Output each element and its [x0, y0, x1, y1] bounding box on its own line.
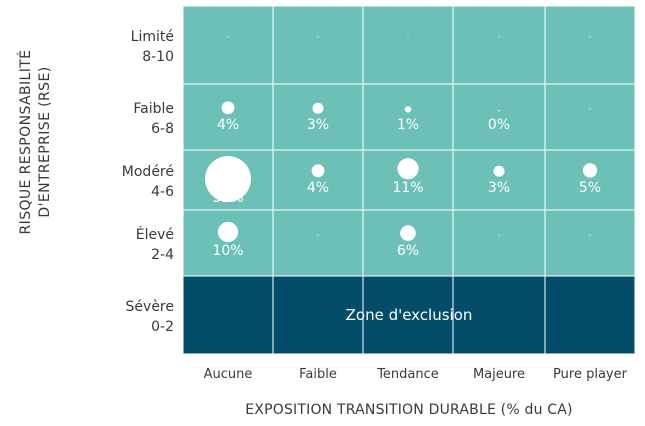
value-label-modere-faible: 4%	[307, 180, 329, 196]
empty-marker-eleve-majeure	[498, 234, 500, 236]
empty-marker-limite-tendance	[407, 36, 409, 38]
cell-modere-faible	[272, 149, 364, 211]
x-axis-title: EXPOSITION TRANSITION DURABLE (% du CA)	[245, 402, 573, 418]
cells-layer	[182, 5, 636, 355]
cell-eleve-majeure	[452, 209, 546, 277]
x-tick-faible: Faible	[299, 367, 337, 382]
bubble-eleve-tendance	[400, 225, 416, 241]
cell-faible-aucune	[182, 83, 274, 151]
bubble-modere-aucune	[205, 156, 251, 202]
cell-faible-tendance	[362, 83, 454, 151]
empty-marker-eleve-faible	[317, 234, 319, 236]
value-label-eleve-tendance: 6%	[397, 243, 419, 259]
cell-faible-pure-player	[544, 83, 636, 151]
cell-severe-pure-player	[544, 275, 636, 355]
y-tick-eleve-range: 2-4	[151, 247, 174, 263]
x-tick-layer: Aucune Faible Tendance Majeure Pure player	[204, 367, 628, 382]
x-tick-majeure: Majeure	[473, 367, 525, 382]
y-tick-limite-range: 8-10	[142, 49, 174, 65]
cell-eleve-tendance	[362, 209, 454, 277]
bubble-faible-aucune	[221, 101, 235, 115]
y-tick-layer: Limité 8-10 Faible 6-8 Modéré 4-6 Élevé 2-4 Sévè…	[122, 29, 174, 335]
value-label-modere-tendance: 11%	[392, 180, 423, 196]
value-label-eleve-aucune: 10%	[212, 243, 243, 259]
y-axis-title: RISQUE RESPONSABILITÉ D'ENTREPRISE (RSE)	[17, 42, 55, 242]
bubble-modere-pure-player	[582, 163, 598, 178]
cell-eleve-aucune	[182, 209, 274, 277]
cell-limite-pure-player	[544, 5, 636, 85]
y-tick-severe-range: 0-2	[151, 319, 174, 335]
empty-marker-faible-pure-player	[589, 108, 591, 110]
bubble-faible-majeure	[498, 109, 500, 112]
value-label-modere-aucune: 52%	[212, 190, 243, 206]
empty-marker-limite-majeure	[498, 36, 500, 38]
empty-marker-limite-aucune	[227, 36, 229, 38]
y-tick-modere-name: Modéré	[122, 164, 174, 180]
y-tick-faible-name: Faible	[133, 101, 174, 117]
bubble-modere-majeure	[493, 165, 505, 177]
value-label-faible-aucune: 4%	[217, 117, 239, 133]
x-tick-pure-player: Pure player	[553, 367, 628, 382]
empty-marker-eleve-pure-player	[589, 234, 591, 236]
value-label-faible-faible: 3%	[307, 117, 329, 133]
cell-severe-tendance	[362, 275, 454, 355]
cell-modere-pure-player	[544, 149, 636, 211]
value-label-faible-tendance: 1%	[397, 117, 419, 133]
bubble-modere-tendance	[397, 158, 419, 180]
y-tick-limite-name: Limité	[131, 29, 174, 45]
x-tick-aucune: Aucune	[204, 367, 253, 382]
cell-limite-faible	[272, 5, 364, 85]
y-tick-modere-range: 4-6	[151, 184, 174, 200]
cell-severe-faible	[272, 275, 364, 355]
y-tick-eleve-name: Élevé	[136, 226, 174, 243]
cell-eleve-faible	[272, 209, 364, 277]
cell-modere-majeure	[452, 149, 546, 211]
cell-limite-aucune	[182, 5, 274, 85]
y-tick-faible-range: 6-8	[151, 121, 174, 137]
cell-severe-aucune	[182, 275, 274, 355]
cell-limite-tendance	[362, 5, 454, 85]
exclusion-zone-label: Zone d'exclusion	[346, 306, 473, 324]
empty-marker-limite-pure-player	[589, 36, 591, 38]
y-axis-title-line-2: D'ENTREPRISE (RSE)	[37, 66, 53, 218]
bubble-faible-tendance	[404, 106, 412, 113]
bubble-modere-faible	[311, 164, 325, 178]
cell-eleve-pure-player	[544, 209, 636, 277]
value-label-modere-pure-player: 5%	[579, 180, 601, 196]
labels-layer: 4% 3% 1% 0% 52% 4% 11% 3% 5% 10% 6% Zone d'exclusio…	[212, 117, 601, 324]
x-tick-tendance: Tendance	[376, 367, 439, 382]
value-label-faible-majeure: 0%	[488, 117, 510, 133]
empty-marker-limite-faible	[317, 36, 319, 38]
y-axis-title-line-1: RISQUE RESPONSABILITÉ	[18, 49, 34, 235]
y-tick-severe-name: Sévère	[126, 299, 174, 315]
dots-layer	[205, 36, 598, 243]
value-label-modere-majeure: 3%	[488, 180, 510, 196]
bubble-eleve-aucune	[217, 221, 239, 243]
bubble-faible-faible	[312, 102, 324, 114]
cell-limite-majeure	[452, 5, 546, 85]
